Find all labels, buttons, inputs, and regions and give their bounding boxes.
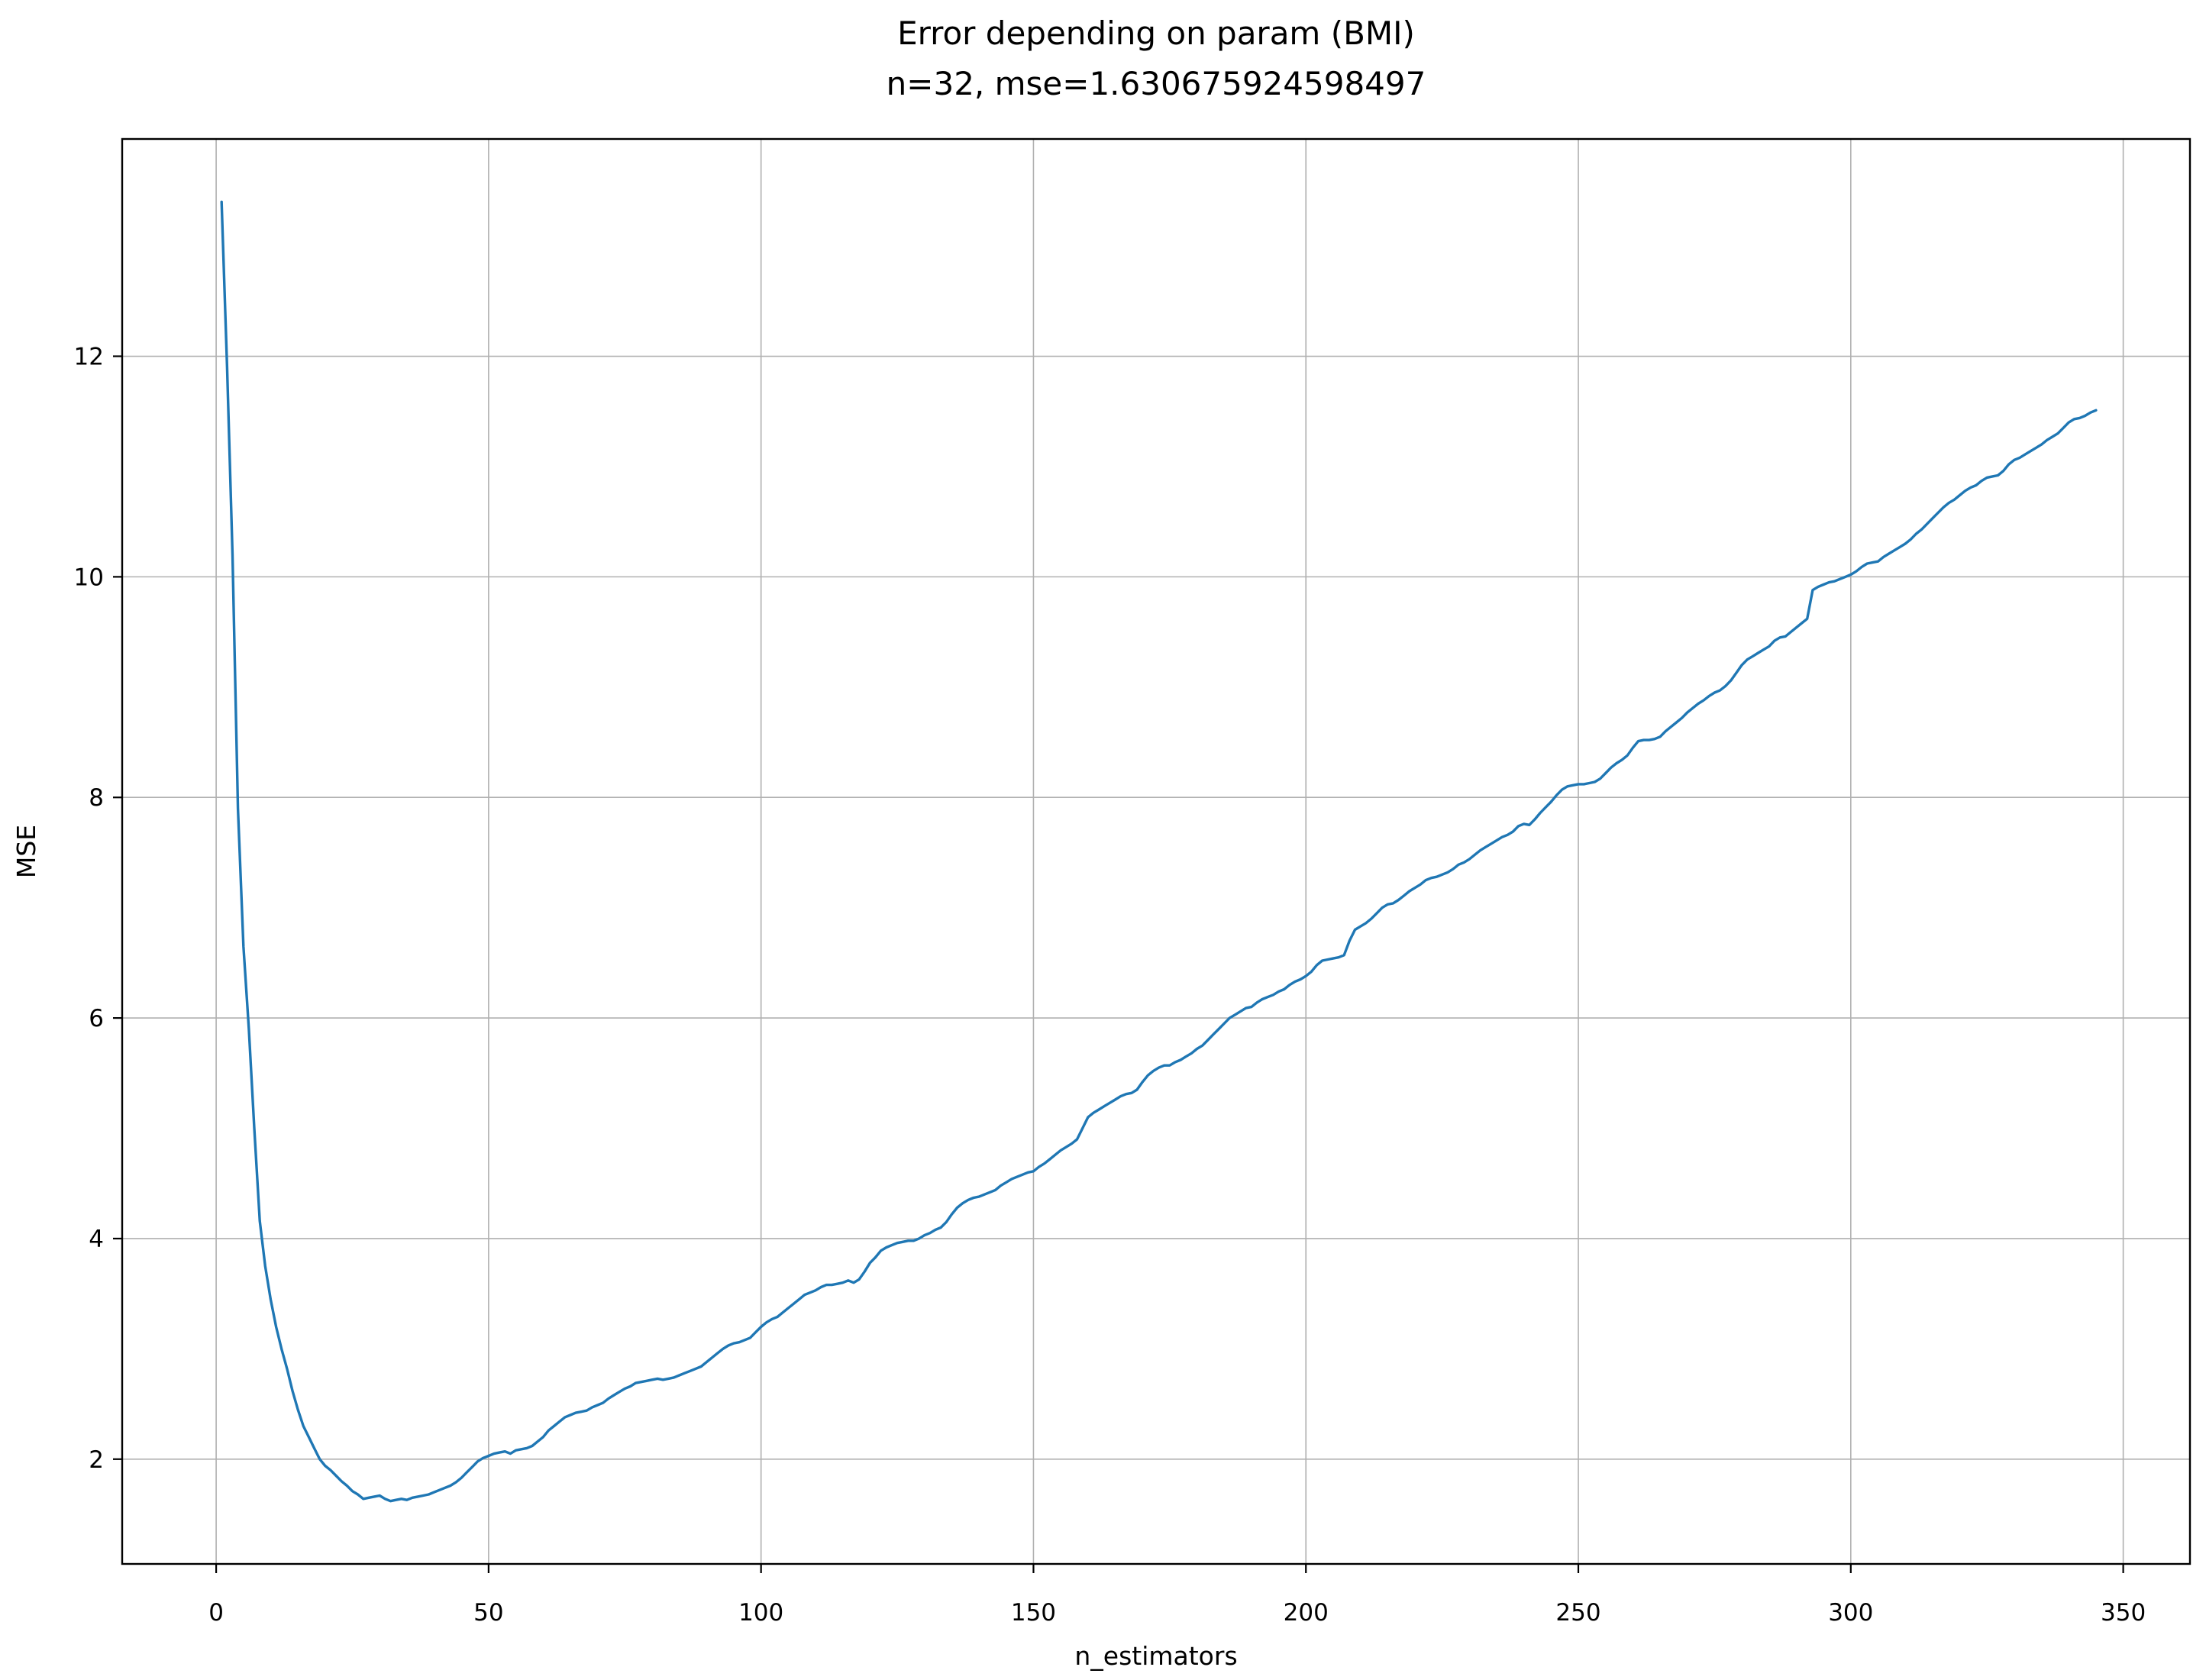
x-tick-label: 100 (738, 1599, 783, 1627)
y-tick-label: 6 (89, 1005, 104, 1032)
y-tick-label: 8 (89, 784, 104, 812)
x-axis-label: n_estimators (1074, 1641, 1237, 1671)
axis-spines (121, 137, 2191, 1565)
chart-title: Error depending on param (BMI) (897, 15, 1415, 52)
x-tick-label: 50 (473, 1599, 503, 1627)
x-tick-labels: 0 50 100 150 200 250 300 350 (208, 1599, 2146, 1627)
y-tick-labels: 2 4 6 8 10 12 (74, 344, 104, 1474)
x-tick-label: 350 (2101, 1599, 2146, 1627)
x-tick-label: 0 (208, 1599, 224, 1627)
y-tick-label: 4 (89, 1226, 104, 1253)
gridlines (122, 139, 2190, 1564)
y-axis-label: MSE (11, 825, 41, 878)
y-tick-label: 2 (89, 1446, 104, 1474)
y-tick-label: 12 (74, 344, 104, 371)
x-tick-label: 150 (1011, 1599, 1056, 1627)
tick-marks (113, 355, 2124, 1573)
x-tick-label: 300 (1828, 1599, 1873, 1627)
x-tick-label: 250 (1555, 1599, 1600, 1627)
y-tick-label: 10 (74, 564, 104, 591)
chart-subtitle: n=32, mse=1.630675924598497 (887, 65, 1426, 102)
mse-curve (220, 200, 2098, 1503)
data-series (220, 200, 2098, 1503)
x-tick-label: 200 (1284, 1599, 1329, 1627)
